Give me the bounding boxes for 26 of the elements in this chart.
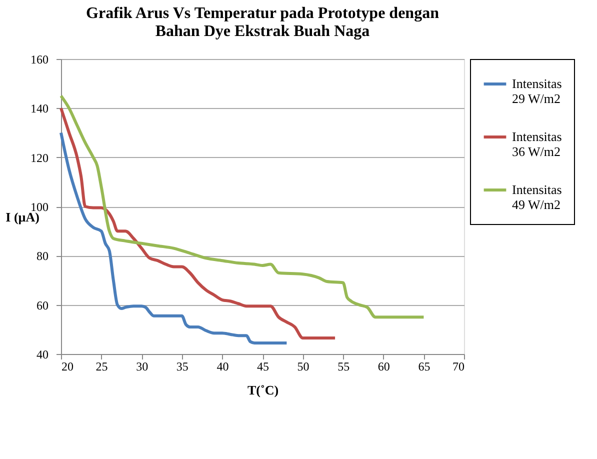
text: Grafik Arus Vs Temperatur pada Prototype dengan <box>86 5 439 22</box>
x-tick-label: 55 <box>338 360 350 374</box>
text: Bahan Dye Ekstrak Buah Naga <box>155 23 370 40</box>
x-tick-label: 40 <box>216 360 229 374</box>
y-tick-label: 160 <box>30 52 48 66</box>
y-tick-label: 140 <box>30 102 48 116</box>
y-tick-label: 80 <box>36 249 48 264</box>
x-tick-label: 35 <box>176 360 188 374</box>
line-series <box>60 94 426 319</box>
y-tick-label: 60 <box>36 298 48 312</box>
x-tick-label: 45 <box>257 360 269 374</box>
line-series <box>60 106 337 340</box>
x-tick-label: 60 <box>378 360 390 374</box>
y-tick-label: 120 <box>30 150 48 165</box>
x-tick-label: 20 <box>62 360 74 374</box>
legend-label: Intensitas 29 W/m2 <box>512 76 562 106</box>
y-tick-label: 40 <box>36 348 48 362</box>
line-series <box>60 131 288 344</box>
x-tick-label: 50 <box>297 360 310 374</box>
x-tick-label: 65 <box>418 360 430 374</box>
legend-label: Intensitas 49 W/m2 <box>512 182 562 212</box>
x-tick-label: 70 <box>452 360 464 374</box>
x-tick-label: 25 <box>96 360 108 374</box>
x-axis-title: T(˚C) <box>247 382 279 398</box>
x-tick-label: 30 <box>136 360 148 374</box>
legend-label: Intensitas 36 W/m2 <box>512 129 562 159</box>
